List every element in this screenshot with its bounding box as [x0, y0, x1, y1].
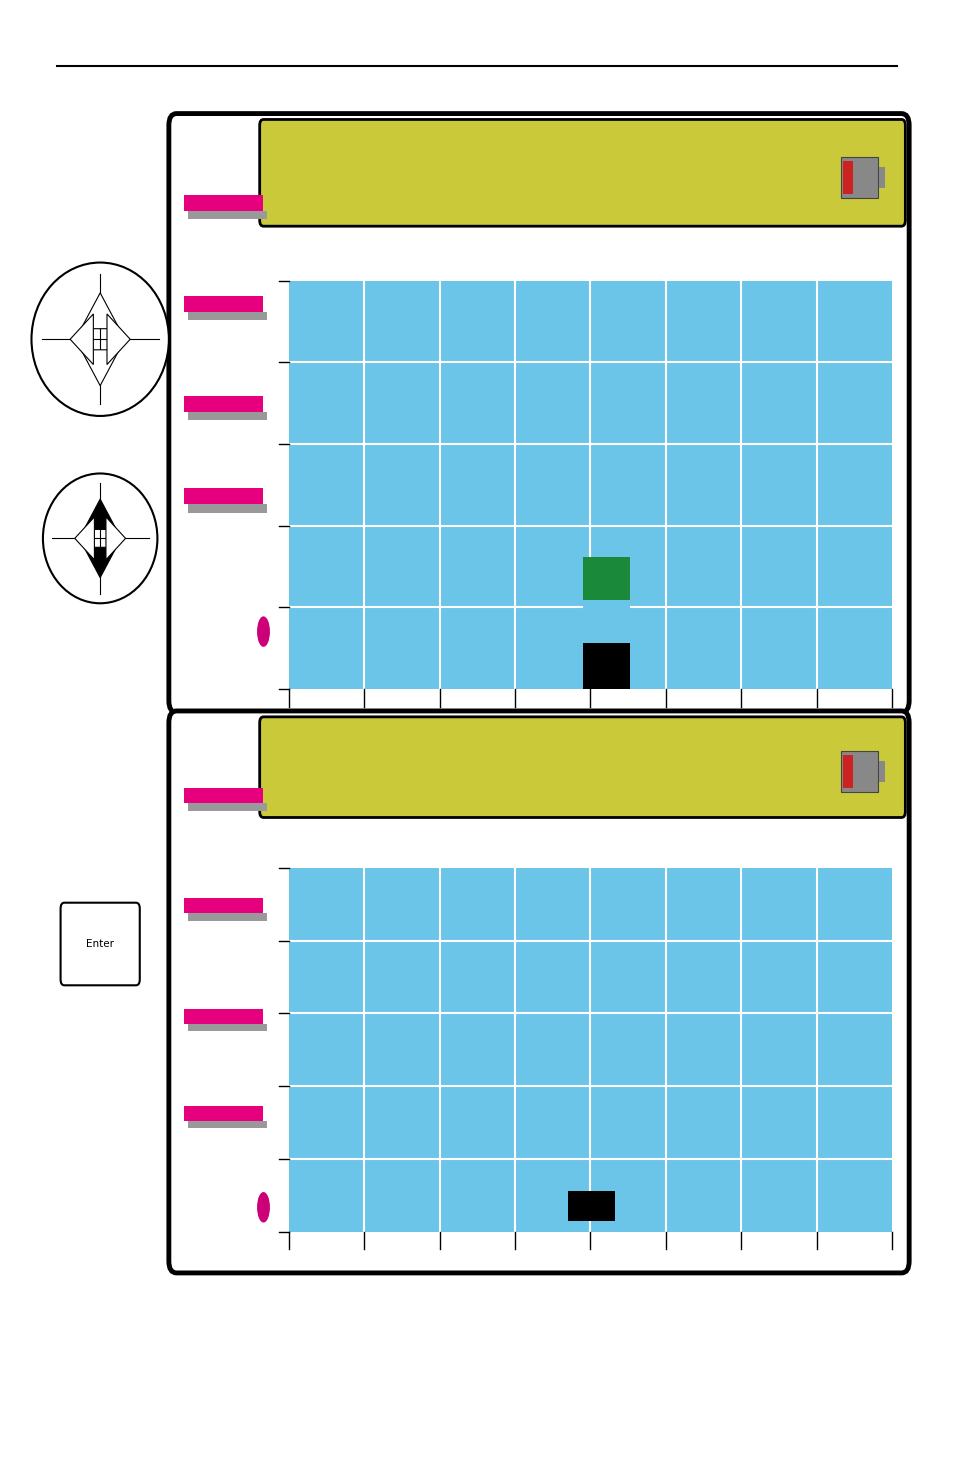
Bar: [842, 755, 852, 788]
FancyBboxPatch shape: [61, 903, 139, 985]
FancyBboxPatch shape: [259, 119, 904, 226]
Polygon shape: [74, 516, 94, 560]
Polygon shape: [84, 547, 116, 578]
Text: Enter: Enter: [86, 940, 114, 948]
Ellipse shape: [31, 263, 169, 416]
Bar: [188, 1024, 267, 1031]
Bar: [841, 751, 877, 792]
Bar: [184, 295, 263, 311]
Bar: [582, 600, 629, 643]
Ellipse shape: [256, 1192, 270, 1223]
Bar: [184, 788, 263, 802]
Bar: [289, 280, 891, 689]
Bar: [841, 156, 877, 198]
Ellipse shape: [256, 617, 270, 648]
Bar: [582, 643, 629, 689]
Bar: [184, 1009, 263, 1024]
FancyBboxPatch shape: [259, 717, 904, 817]
Bar: [582, 556, 629, 600]
Bar: [842, 161, 852, 193]
Polygon shape: [81, 350, 119, 385]
Bar: [188, 413, 267, 420]
Bar: [188, 211, 267, 220]
Polygon shape: [71, 314, 93, 364]
Polygon shape: [107, 314, 130, 364]
Bar: [184, 1106, 263, 1121]
FancyBboxPatch shape: [169, 711, 908, 1273]
Bar: [184, 898, 263, 913]
Bar: [184, 397, 263, 413]
Bar: [188, 504, 267, 512]
Polygon shape: [81, 294, 119, 329]
Bar: [188, 913, 267, 920]
Bar: [188, 802, 267, 810]
Bar: [878, 761, 884, 782]
Polygon shape: [106, 516, 126, 560]
Bar: [184, 195, 263, 211]
Bar: [878, 167, 884, 187]
Ellipse shape: [43, 473, 157, 603]
Bar: [184, 488, 263, 504]
Bar: [188, 1121, 267, 1128]
Bar: [567, 1192, 615, 1221]
Bar: [289, 869, 891, 1232]
Bar: [188, 311, 267, 320]
FancyBboxPatch shape: [169, 114, 908, 712]
Polygon shape: [84, 499, 116, 530]
